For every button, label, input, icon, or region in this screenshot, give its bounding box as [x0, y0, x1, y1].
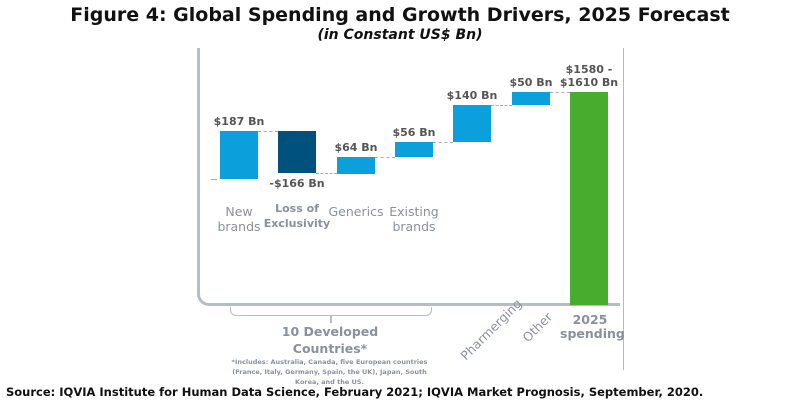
label-line: New [225, 204, 253, 219]
category-label-loss-of-exclusivity: Loss of Exclusivity [257, 201, 337, 231]
category-label-existing-brands: Existing brands [374, 204, 454, 234]
data-label: $187 Bn [213, 115, 265, 128]
label-line: brands [392, 219, 436, 234]
source-note: Source: IQVIA Institute for Human Data S… [6, 385, 704, 399]
bar-pharmerging [453, 105, 491, 142]
label-line: brands [217, 219, 261, 234]
chart-subtitle: (in Constant US$ Bn) [317, 27, 483, 43]
label-line: Loss of [275, 202, 319, 215]
bar-other [512, 92, 550, 105]
category-label-other: Other [519, 309, 556, 345]
footnote: *Includes: Australia, Canada, five Europ… [231, 358, 428, 386]
baseline-tick [211, 179, 217, 180]
bar-generics [337, 157, 375, 174]
bar-loss-of-exclusivity [278, 131, 316, 173]
chart-title: Figure 4: Global Spending and Growth Dri… [70, 4, 730, 26]
data-label: -$166 Bn [269, 177, 325, 190]
right-divider [623, 48, 624, 370]
data-label-line: $1610 Bn [559, 76, 619, 89]
group-brace-stem [330, 315, 332, 323]
data-label: $1580 - $1610 Bn [544, 63, 634, 89]
bar-2025-spending [570, 92, 608, 305]
axis-frame [197, 48, 620, 306]
data-label: $64 Bn [334, 141, 378, 154]
connector-line [550, 92, 570, 93]
data-label-line: $1580 - [565, 63, 613, 76]
label-line: Exclusivity [263, 217, 331, 230]
category-label-new-brands: New brands [199, 204, 279, 234]
data-label: $140 Bn [446, 89, 498, 102]
connector-line [491, 105, 512, 106]
bar-new-brands [220, 131, 258, 179]
category-label-generics: Generics [328, 204, 384, 219]
label-line: spending [560, 326, 625, 341]
bar-existing-brands [395, 142, 433, 157]
connector-line [258, 131, 278, 132]
data-label: $56 Bn [392, 126, 436, 139]
group-label: 10 Developed Countries* [281, 324, 379, 356]
label-line: 2025 [572, 312, 608, 327]
category-label-2025-spending: 2025 spending [560, 312, 625, 341]
connector-line [433, 142, 453, 143]
label-line: Existing [389, 204, 439, 219]
data-label: $50 Bn [509, 76, 553, 89]
connector-line [375, 157, 395, 158]
connector-line [316, 173, 337, 174]
